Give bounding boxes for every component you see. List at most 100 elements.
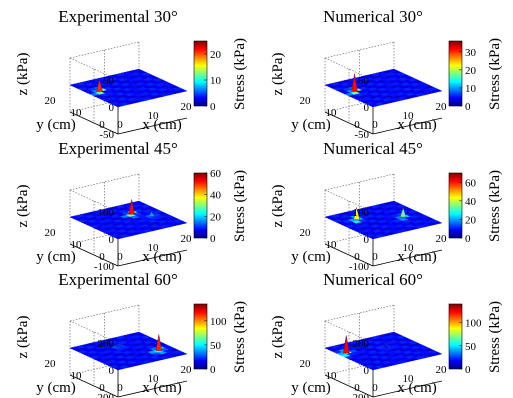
colorbar-tick-label: 10 [465,83,477,95]
z-tick-label: 0 [109,234,115,246]
x-axis-label: x (cm) [142,117,182,133]
colorbar-tick-label: 100 [465,318,482,330]
colorbar-tick-label: 0 [465,101,471,113]
colorbar [448,172,463,239]
y-tick-label: 0 [99,251,105,263]
colorbar-label: Stress (kPa) [232,301,248,373]
y-tick-label: 20 [45,358,57,370]
z-tick-label: 0 [109,102,115,114]
subplot-title: Experimental 45° [58,139,178,158]
y-axis-label: y (cm) [291,380,331,396]
y-axis-line [69,374,119,398]
x-axis-line [117,380,188,398]
x-axis-label: x (cm) [397,249,437,265]
x-tick-label: 10 [403,242,415,254]
y-tick-label: 0 [354,251,360,263]
z-tick-label: -100 [349,261,370,273]
surface [324,200,443,240]
z-tick-label: 0 [364,365,370,377]
surface-peak-2 [148,211,155,217]
z-axis-label: z (kPa) [270,316,286,359]
y-tick-label: 0 [354,119,360,131]
colorbar-tick-label: 20 [210,49,222,61]
surface-peak-1 [351,73,358,92]
z-tick-label: 0 [364,102,370,114]
y-tick-label: 10 [71,239,83,251]
x-axis-line [372,380,443,398]
colorbar [193,172,208,239]
surface-peak-2 [382,344,390,348]
z-tick-label: -200 [349,392,370,398]
x-tick-label: 20 [181,101,193,113]
surface-peak-1 [343,335,350,354]
surface [69,331,188,371]
y-axis-label: y (cm) [36,249,76,265]
y-tick-label: 20 [300,227,312,239]
x-tick-label: 10 [148,373,160,385]
subplot-title: Numerical 30° [323,7,423,26]
y-tick-label: 20 [300,95,312,107]
x-tick-label: 0 [372,251,378,263]
colorbar-tick-label: 20 [465,214,477,226]
colorbar-tick-label: 100 [210,316,227,328]
z-tick-label: -50 [354,129,369,141]
y-tick-label: 10 [326,239,338,251]
y-tick-label: 10 [71,370,83,382]
colorbar-tick-label: 0 [210,233,216,245]
y-axis-label: y (cm) [36,380,76,396]
y-axis-line [324,111,374,135]
surface-peak-1 [155,334,163,351]
y-tick-label: 0 [99,119,105,131]
z-axis-label: z (kPa) [15,185,31,228]
colorbar-tick-label: 20 [210,211,222,223]
x-axis-label: x (cm) [142,380,182,396]
x-tick-label: 10 [148,110,160,122]
y-tick-label: 20 [45,95,57,107]
colorbar-tick-label: 20 [465,65,477,77]
z-tick-label: 100 [98,207,115,219]
colorbar [193,40,208,107]
z-tick-label: -100 [94,261,115,273]
x-tick-label: 10 [148,242,160,254]
z-tick-label: 50 [103,75,115,87]
surface [69,200,188,240]
x-axis-line [372,117,443,135]
x-axis-line [372,249,443,267]
x-axis-label: x (cm) [397,380,437,396]
colorbar-label: Stress (kPa) [232,170,248,242]
colorbar-tick-label: 0 [210,101,216,113]
y-axis-label: y (cm) [291,117,331,133]
x-axis-line [117,249,188,267]
y-tick-label: 10 [326,107,338,119]
z-tick-label: 100 [353,207,370,219]
subplot-title: Experimental 60° [58,270,178,289]
colorbar-tick-label: 10 [210,75,222,87]
x-tick-label: 20 [181,233,193,245]
surface [324,331,443,371]
x-tick-label: 20 [436,233,448,245]
y-axis-label: y (cm) [36,117,76,133]
subplot-title: Numerical 45° [323,139,423,158]
colorbar [448,303,463,370]
x-tick-label: 0 [372,382,378,394]
colorbar-tick-label: 40 [210,190,222,202]
x-tick-label: 10 [403,373,415,385]
colorbar-label: Stress (kPa) [487,301,503,373]
colorbar [193,303,208,370]
x-tick-label: 20 [181,364,193,376]
y-axis-label: y (cm) [291,249,331,265]
y-tick-label: 0 [354,382,360,394]
x-tick-label: 0 [372,119,378,131]
y-axis-line [324,243,374,267]
y-tick-label: 10 [326,370,338,382]
colorbar-label: Stress (kPa) [487,170,503,242]
surface-peak-1 [96,79,103,92]
colorbar-label: Stress (kPa) [232,38,248,110]
z-tick-label: 50 [358,75,370,87]
surface-peak-1 [353,207,360,220]
